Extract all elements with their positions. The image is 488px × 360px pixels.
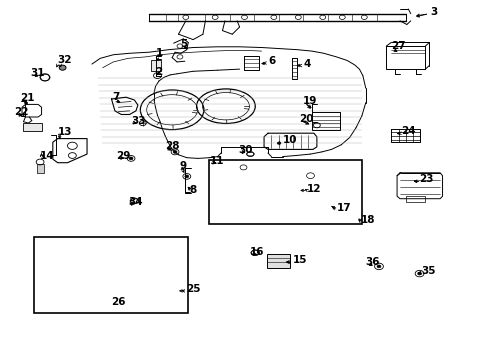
- Text: 2: 2: [155, 67, 163, 77]
- Circle shape: [129, 157, 133, 160]
- Text: 15: 15: [292, 255, 306, 265]
- Bar: [94, 242, 133, 260]
- Text: 36: 36: [365, 257, 380, 267]
- Text: 21: 21: [20, 93, 35, 103]
- Text: 8: 8: [189, 185, 197, 195]
- Text: 6: 6: [267, 56, 275, 66]
- Text: 17: 17: [336, 203, 350, 213]
- Text: 20: 20: [299, 114, 313, 124]
- Text: 18: 18: [360, 215, 375, 225]
- Text: 11: 11: [210, 156, 224, 166]
- Text: 9: 9: [180, 161, 187, 171]
- Text: 1: 1: [155, 48, 163, 58]
- Text: 14: 14: [40, 150, 55, 161]
- Text: 24: 24: [400, 126, 415, 136]
- Text: 33: 33: [131, 116, 145, 126]
- Text: 4: 4: [303, 59, 310, 69]
- Bar: [266, 254, 289, 268]
- Bar: [23, 123, 42, 131]
- Bar: [34, 237, 188, 313]
- Text: 10: 10: [282, 135, 297, 145]
- Text: 28: 28: [165, 141, 180, 151]
- Text: 29: 29: [116, 150, 130, 161]
- Text: 23: 23: [419, 174, 433, 184]
- Text: 13: 13: [58, 127, 72, 138]
- Bar: [37, 164, 44, 173]
- Bar: [150, 60, 161, 71]
- Circle shape: [376, 265, 380, 268]
- Text: 25: 25: [185, 284, 200, 294]
- Text: 34: 34: [128, 197, 142, 207]
- Text: 7: 7: [112, 92, 120, 102]
- Text: 31: 31: [30, 68, 45, 78]
- Text: 30: 30: [238, 145, 253, 156]
- Circle shape: [173, 150, 177, 153]
- Text: 32: 32: [58, 55, 72, 66]
- Bar: [405, 196, 425, 202]
- Text: 3: 3: [429, 6, 437, 17]
- Text: 22: 22: [14, 107, 28, 117]
- Text: 5: 5: [180, 39, 187, 49]
- Bar: [120, 273, 149, 281]
- Bar: [121, 269, 148, 273]
- Text: 16: 16: [249, 247, 264, 257]
- Text: 35: 35: [421, 266, 435, 276]
- Text: 12: 12: [306, 184, 321, 194]
- Circle shape: [417, 272, 421, 275]
- Text: 27: 27: [390, 41, 405, 51]
- Circle shape: [59, 65, 66, 70]
- Text: 26: 26: [111, 297, 126, 307]
- Bar: [209, 160, 361, 224]
- Text: 19: 19: [303, 96, 317, 106]
- Circle shape: [184, 175, 188, 178]
